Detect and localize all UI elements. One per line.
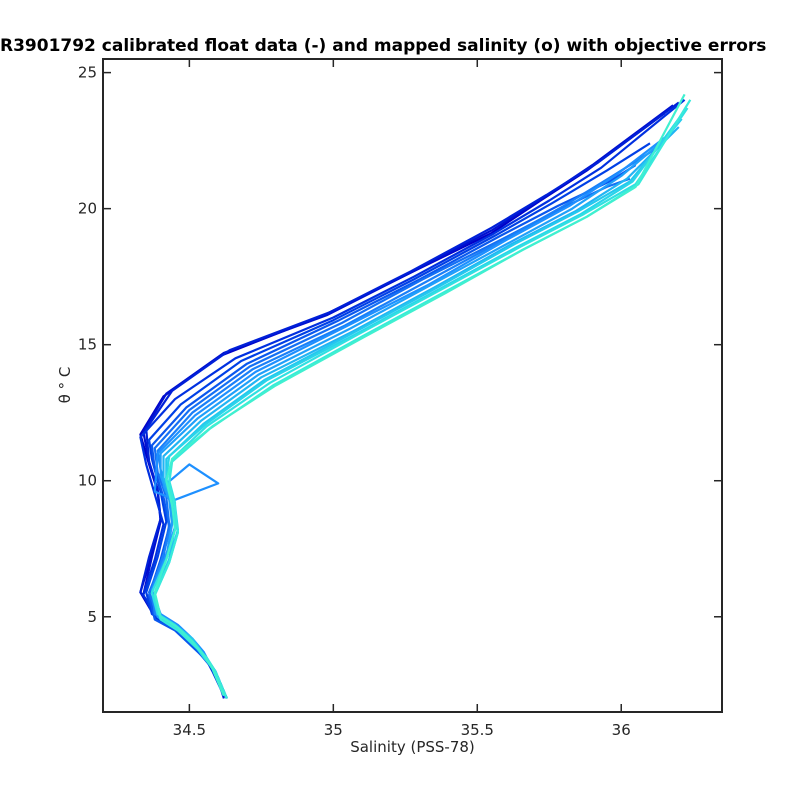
x-tick-label: 35.5	[461, 721, 494, 739]
x-tick-label: 35	[324, 721, 343, 739]
y-tick-label: 10	[78, 472, 97, 490]
y-tick-label: 15	[78, 336, 97, 354]
y-axis-label: θ ° C	[56, 367, 74, 404]
series-line-8	[150, 147, 657, 697]
series-line-6	[148, 164, 637, 699]
y-axis: 5 10 15 20 25	[78, 64, 722, 626]
x-tick-label: 34.5	[173, 721, 206, 739]
series-line-9	[150, 137, 666, 697]
chart-title: R3901792 calibrated float data (-) and m…	[0, 36, 766, 56]
x-axis-label: Salinity (PSS-78)	[350, 738, 475, 756]
y-tick-label: 20	[78, 200, 97, 218]
y-tick-label: 5	[87, 608, 97, 626]
plot-frame	[102, 58, 723, 713]
series-line-7	[148, 177, 631, 699]
x-tick-label: 36	[612, 721, 631, 739]
series-line-16	[153, 93, 686, 697]
series-line-13	[153, 110, 686, 699]
y-tick-label: 25	[78, 64, 97, 82]
x-axis: 34.5 35 35.5 36	[173, 59, 631, 739]
series-line-1	[139, 112, 666, 699]
series-lines	[139, 93, 692, 699]
